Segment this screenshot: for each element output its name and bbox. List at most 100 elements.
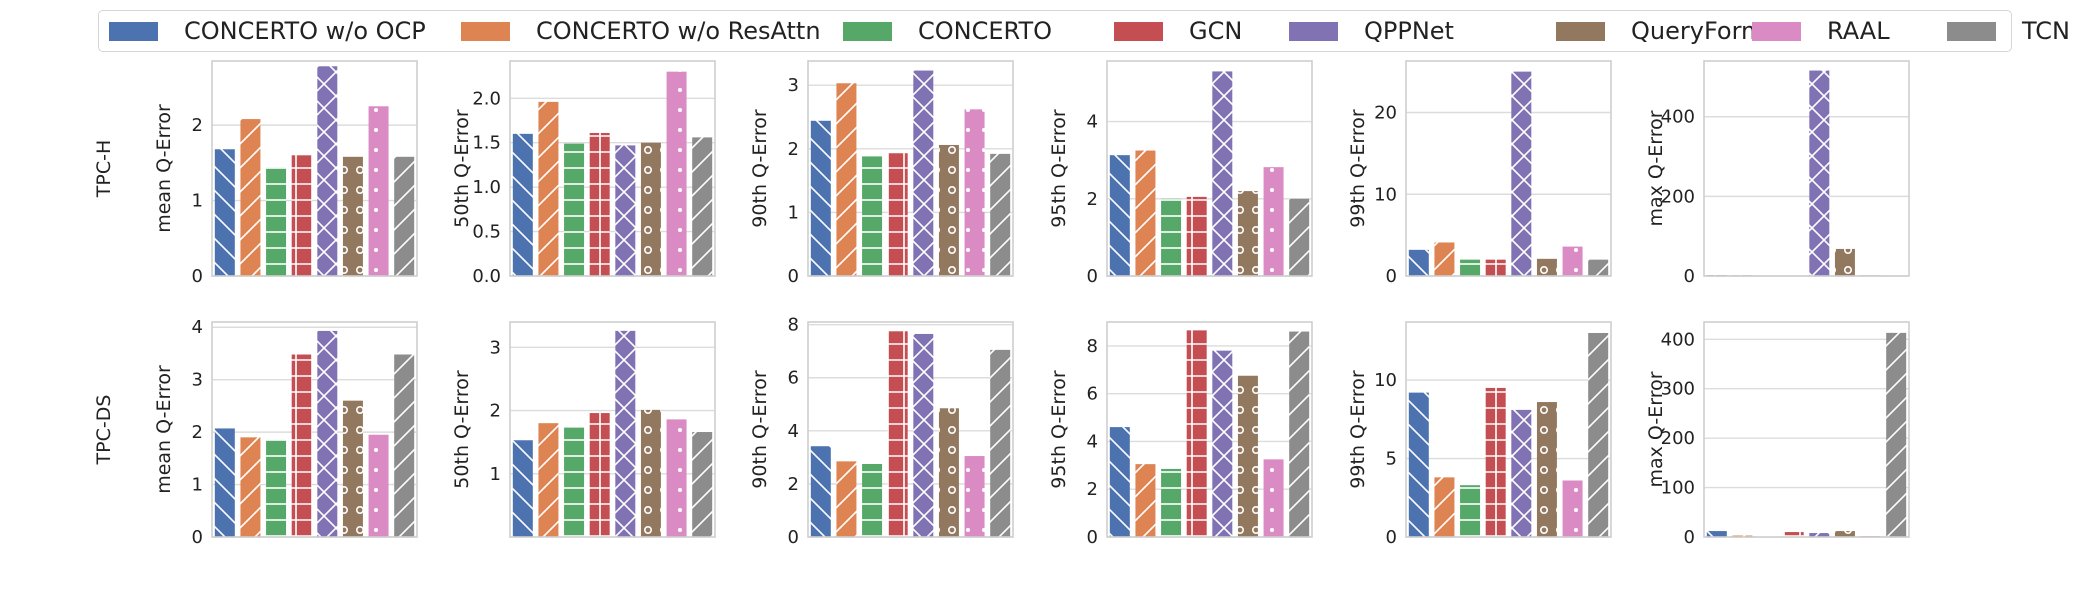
bar — [1511, 71, 1532, 276]
y-tick-label: 8 — [1087, 336, 1098, 357]
legend-label: QPPNet — [1364, 17, 1454, 45]
y-tick-label: 0.0 — [472, 266, 501, 287]
bar — [692, 432, 713, 537]
bar — [266, 167, 287, 276]
y-tick-label: 0.5 — [472, 222, 501, 243]
bar — [1212, 350, 1233, 537]
y-tick-label: 4 — [1087, 112, 1098, 133]
legend-item: CONCERTO w/o OCP — [109, 11, 426, 51]
y-axis-label: 50th Q-Error — [451, 109, 473, 228]
y-tick-label: 2 — [1087, 479, 1098, 500]
panel-frame — [1405, 60, 1612, 277]
bar — [1834, 531, 1855, 537]
bar — [1161, 198, 1182, 276]
y-tick-label: 6 — [1087, 384, 1098, 405]
panel-frame — [1703, 321, 1910, 538]
panel-frame — [1106, 321, 1313, 538]
bar — [1109, 427, 1130, 537]
bar — [1588, 332, 1609, 537]
y-tick-label: 0 — [1386, 266, 1397, 287]
panel-frame — [211, 321, 418, 538]
y-tick-label: 20 — [1374, 103, 1397, 124]
y-tick-label: 1 — [192, 191, 203, 212]
y-tick-label: 1 — [192, 475, 203, 496]
panel-frame — [509, 60, 716, 277]
legend-item: QPPNet — [1289, 11, 1454, 51]
bar — [1460, 259, 1481, 276]
legend-item: RAAL — [1752, 11, 1890, 51]
legend-swatch — [1289, 21, 1338, 41]
bar — [640, 142, 661, 276]
y-tick-label: 100 — [1661, 478, 1695, 499]
legend-swatch — [461, 21, 510, 41]
y-tick-label: 10 — [1374, 184, 1397, 205]
bar — [836, 461, 857, 537]
bar — [368, 106, 389, 277]
chart-panel: 0 1 2 3 90th Q-Error — [749, 60, 1014, 287]
chart-panel: 0 2 4 95th Q-Error — [1048, 60, 1313, 287]
bar — [1161, 468, 1182, 537]
bar — [1237, 191, 1258, 276]
bar — [564, 143, 585, 276]
bar — [1834, 248, 1855, 276]
bar — [1212, 71, 1233, 276]
row-label: TPC-H — [93, 140, 115, 198]
bar — [990, 153, 1011, 276]
bar — [1485, 259, 1506, 276]
panel-frame — [1405, 321, 1612, 538]
y-axis-label: mean Q-Error — [153, 104, 175, 233]
chart-panel: 1 2 3 50th Q-Error — [451, 321, 716, 538]
legend-label: CONCERTO w/o ResAttn — [536, 17, 821, 45]
bar — [394, 156, 415, 276]
legend-item: GCN — [1114, 11, 1242, 51]
y-tick-label: 4 — [1087, 431, 1098, 452]
bar — [1485, 387, 1506, 537]
chart-panel: 0 2 4 6 8 95th Q-Error — [1048, 321, 1313, 548]
y-tick-label: 1 — [490, 464, 501, 485]
legend-label: TCN — [2022, 17, 2070, 45]
legend-label: GCN — [1189, 17, 1243, 45]
y-tick-label: 4 — [788, 421, 799, 442]
bar — [1460, 485, 1481, 537]
y-axis-label: 95th Q-Error — [1048, 109, 1070, 228]
legend-item: CONCERTO — [843, 11, 1052, 51]
bar — [342, 156, 363, 276]
bar — [810, 446, 831, 537]
bar — [1186, 330, 1207, 537]
bar — [887, 153, 908, 276]
bar — [1511, 409, 1532, 537]
y-axis-label: 99th Q-Error — [1347, 370, 1369, 489]
y-tick-label: 0 — [1386, 527, 1397, 548]
legend-label: CONCERTO w/o OCP — [184, 17, 426, 45]
y-tick-label: 3 — [788, 75, 799, 96]
legend-swatch — [109, 21, 158, 41]
bar — [1289, 331, 1310, 537]
bar — [1109, 155, 1130, 276]
bar — [240, 437, 261, 537]
bar — [1706, 531, 1727, 537]
bar — [666, 71, 687, 276]
y-tick-label: 10 — [1374, 370, 1397, 391]
y-axis-label: 90th Q-Error — [749, 370, 771, 489]
y-tick-label: 2 — [788, 139, 799, 160]
legend: CONCERTO w/o OCP CONCERTO w/o ResAttn CONC… — [98, 10, 2070, 52]
y-tick-label: 0 — [1684, 527, 1695, 548]
y-axis-label: 95th Q-Error — [1048, 370, 1070, 489]
y-tick-label: 0 — [192, 527, 203, 548]
bar — [862, 156, 883, 276]
bar — [913, 333, 934, 537]
y-tick-label: 2 — [788, 474, 799, 495]
bar — [1135, 464, 1156, 537]
bar — [964, 109, 985, 276]
y-tick-label: 1.5 — [472, 133, 501, 154]
legend-swatch — [843, 21, 892, 41]
y-tick-label: 2 — [192, 115, 203, 136]
bar — [887, 331, 908, 537]
panel-frame — [807, 60, 1014, 277]
bar — [1434, 477, 1455, 537]
y-tick-label: 2 — [192, 422, 203, 443]
y-tick-label: 2 — [490, 401, 501, 422]
